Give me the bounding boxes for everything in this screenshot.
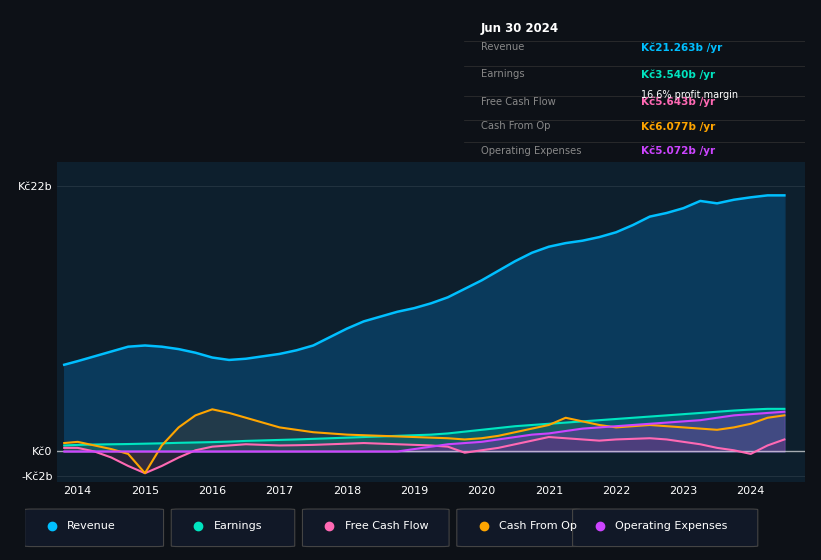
- Text: Free Cash Flow: Free Cash Flow: [481, 96, 556, 106]
- Text: Cash From Op: Cash From Op: [481, 121, 550, 131]
- Text: Kč6.077b /yr: Kč6.077b /yr: [641, 121, 715, 132]
- Text: Kč5.643b /yr: Kč5.643b /yr: [641, 96, 715, 107]
- FancyBboxPatch shape: [456, 509, 580, 547]
- Text: Earnings: Earnings: [213, 521, 262, 531]
- FancyBboxPatch shape: [25, 509, 163, 547]
- Text: 16.6% profit margin: 16.6% profit margin: [641, 90, 738, 100]
- FancyBboxPatch shape: [172, 509, 295, 547]
- Text: Cash From Op: Cash From Op: [499, 521, 577, 531]
- Text: Kč3.540b /yr: Kč3.540b /yr: [641, 69, 715, 80]
- Text: Kč21.263b /yr: Kč21.263b /yr: [641, 43, 722, 53]
- Text: Operating Expenses: Operating Expenses: [481, 146, 581, 156]
- Text: Free Cash Flow: Free Cash Flow: [345, 521, 429, 531]
- Text: Jun 30 2024: Jun 30 2024: [481, 22, 559, 35]
- Text: Revenue: Revenue: [481, 43, 525, 53]
- Text: Kč5.072b /yr: Kč5.072b /yr: [641, 146, 715, 156]
- Text: Revenue: Revenue: [67, 521, 116, 531]
- FancyBboxPatch shape: [302, 509, 449, 547]
- Text: Earnings: Earnings: [481, 69, 525, 79]
- Text: Operating Expenses: Operating Expenses: [615, 521, 727, 531]
- FancyBboxPatch shape: [572, 509, 758, 547]
